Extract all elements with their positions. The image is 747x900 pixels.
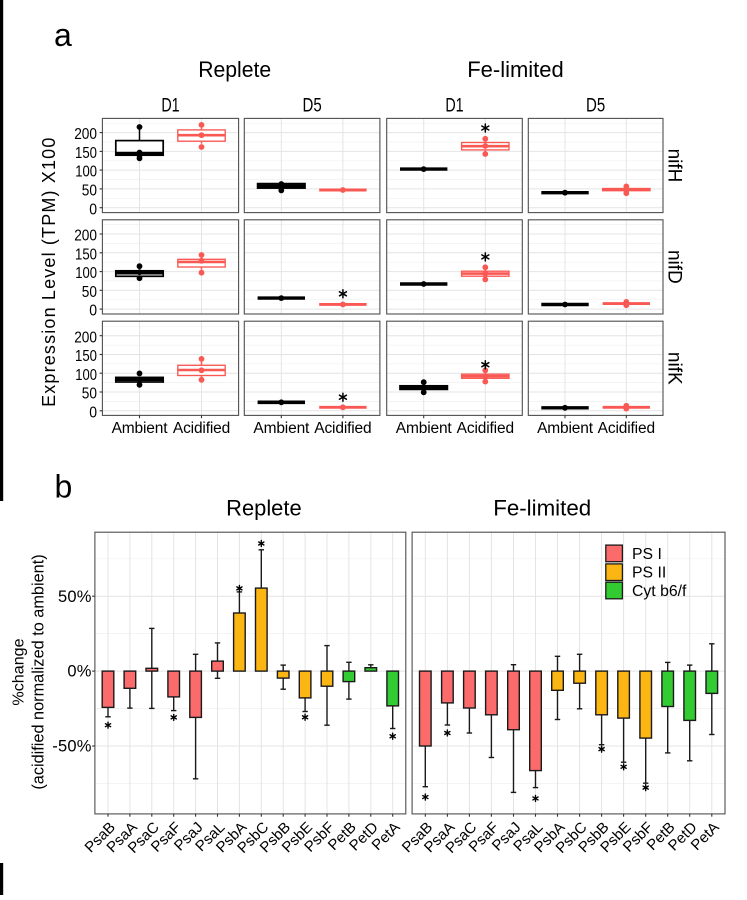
- svg-text:Ambient: Ambient: [537, 420, 594, 437]
- svg-text:Ambient: Ambient: [396, 420, 453, 437]
- svg-text:-50%: -50%: [52, 738, 91, 756]
- svg-text:nifD: nifD: [664, 250, 685, 284]
- svg-text:D1: D1: [445, 96, 463, 117]
- svg-text:50%: 50%: [58, 588, 92, 606]
- svg-text:50: 50: [82, 386, 97, 403]
- svg-text:100: 100: [75, 164, 97, 181]
- svg-text:Cyt b6/f: Cyt b6/f: [632, 583, 687, 600]
- svg-text:200: 200: [74, 228, 97, 245]
- svg-text:150: 150: [75, 145, 97, 162]
- svg-text:0: 0: [89, 404, 97, 421]
- svg-text:nifH: nifH: [664, 149, 685, 183]
- svg-text:(acidified normalized to ambie: (acidified normalized to ambient): [30, 554, 48, 789]
- svg-text:Ambient: Ambient: [112, 420, 169, 437]
- svg-text:100: 100: [75, 265, 97, 282]
- svg-text:50: 50: [82, 284, 97, 301]
- svg-text:100: 100: [75, 367, 97, 384]
- svg-text:Replete: Replete: [226, 496, 302, 521]
- svg-text:Replete: Replete: [198, 57, 271, 82]
- svg-text:a: a: [54, 17, 72, 53]
- svg-text:Acidified: Acidified: [314, 420, 371, 437]
- svg-text:200: 200: [74, 329, 97, 346]
- svg-text:PS I: PS I: [632, 546, 662, 563]
- svg-text:Acidified: Acidified: [457, 420, 514, 437]
- svg-text:150: 150: [75, 348, 97, 365]
- svg-text:Ambient: Ambient: [253, 420, 310, 437]
- svg-text:50: 50: [82, 183, 97, 200]
- svg-text:b: b: [55, 469, 73, 505]
- svg-text:PS II: PS II: [632, 565, 666, 582]
- svg-text:D5: D5: [303, 96, 322, 117]
- svg-text:D5: D5: [586, 96, 605, 117]
- svg-text:nifK: nifK: [664, 352, 685, 385]
- svg-text:Fe-limited: Fe-limited: [467, 57, 564, 82]
- svg-text:Acidified: Acidified: [598, 420, 655, 437]
- svg-text:200: 200: [74, 126, 97, 143]
- svg-text:D1: D1: [161, 96, 179, 117]
- svg-text:0: 0: [89, 201, 97, 218]
- svg-text:150: 150: [75, 246, 97, 263]
- svg-text:0%: 0%: [67, 663, 91, 681]
- svg-text:0: 0: [89, 303, 97, 320]
- svg-text:%change: %change: [10, 638, 28, 705]
- svg-text:Fe-limited: Fe-limited: [493, 496, 591, 521]
- svg-text:Expression Level (TPM) X100: Expression Level (TPM) X100: [39, 136, 59, 406]
- svg-text:Acidified: Acidified: [173, 420, 230, 437]
